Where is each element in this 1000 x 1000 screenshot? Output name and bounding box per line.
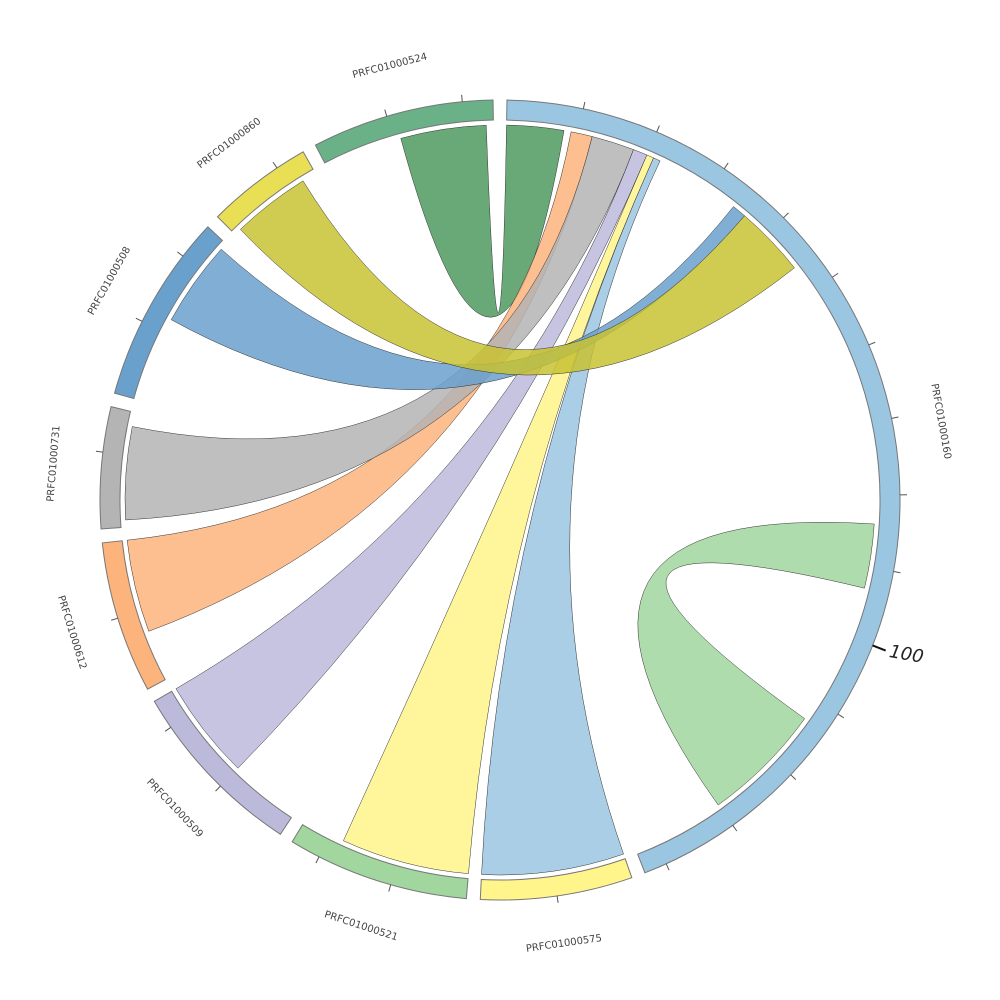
segment-label: PRFC01000612 bbox=[55, 594, 88, 670]
segment-label: PRFC01000860 bbox=[196, 116, 264, 171]
tick-mark bbox=[656, 125, 660, 133]
link-ribbon bbox=[126, 131, 593, 632]
segment-arc bbox=[314, 99, 494, 164]
tick-mark bbox=[384, 109, 388, 117]
segment-arc bbox=[479, 858, 633, 901]
tick-mark bbox=[164, 726, 172, 732]
tick-mark bbox=[111, 617, 119, 621]
segment-arc bbox=[101, 540, 166, 690]
links bbox=[124, 124, 875, 876]
tick-mark bbox=[837, 713, 845, 719]
tick-mark bbox=[831, 272, 839, 278]
tick-mark bbox=[272, 161, 278, 169]
tick-mark bbox=[732, 825, 738, 832]
segment-label: PRFC01000731 bbox=[45, 425, 62, 502]
link-ribbon bbox=[400, 124, 565, 318]
segment-arc bbox=[153, 690, 293, 836]
tick-mark bbox=[582, 101, 586, 109]
segment-label: PRFC01000160 bbox=[928, 383, 952, 460]
tick-mark bbox=[783, 212, 789, 219]
segment-label: PRFC01000521 bbox=[323, 909, 399, 943]
link-ribbon bbox=[170, 206, 745, 390]
segment-arc bbox=[99, 406, 132, 530]
tick-mark bbox=[556, 895, 559, 903]
tick-mark bbox=[388, 884, 392, 892]
tick-mark bbox=[891, 416, 899, 419]
tick-mark bbox=[893, 570, 901, 574]
segment-label: PRFC01000509 bbox=[144, 777, 205, 840]
link-ribbon bbox=[343, 154, 654, 874]
link-ribbon bbox=[481, 157, 661, 876]
segment-label: PRFC01000575 bbox=[525, 933, 602, 955]
tick-mark bbox=[461, 94, 463, 102]
tick-mark bbox=[868, 341, 876, 346]
tick-mark bbox=[177, 251, 184, 257]
tick-mark bbox=[215, 785, 221, 792]
segment-label: PRFC01000508 bbox=[86, 245, 133, 317]
link-ribbon bbox=[239, 180, 795, 376]
tick-mark bbox=[665, 863, 670, 871]
tick-mark bbox=[135, 317, 143, 322]
segment-label: PRFC01000524 bbox=[351, 51, 428, 81]
link-ribbon bbox=[124, 136, 634, 521]
segment-arc bbox=[113, 226, 224, 400]
major-tick-label: 100 bbox=[888, 641, 925, 668]
tick-mark bbox=[315, 856, 320, 864]
tick-mark bbox=[723, 162, 729, 170]
segment-arc bbox=[506, 99, 901, 874]
segment-arc bbox=[216, 151, 314, 232]
tick-mark bbox=[790, 774, 797, 780]
major-tick-mark bbox=[872, 644, 887, 652]
segment-arc bbox=[291, 823, 469, 900]
tick-mark bbox=[95, 450, 103, 453]
link-ribbon bbox=[637, 522, 875, 806]
link-ribbon bbox=[175, 149, 648, 769]
